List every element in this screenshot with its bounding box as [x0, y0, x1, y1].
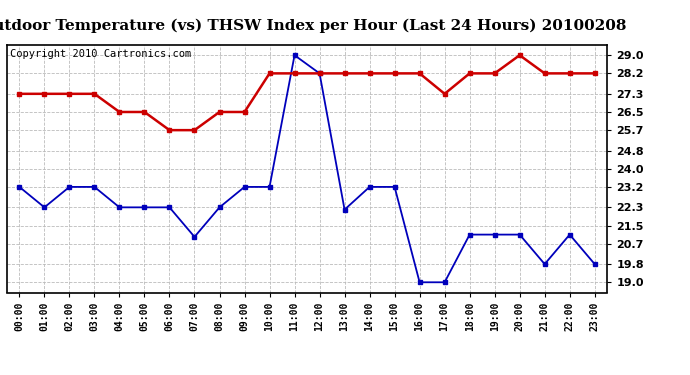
Text: Outdoor Temperature (vs) THSW Index per Hour (Last 24 Hours) 20100208: Outdoor Temperature (vs) THSW Index per …: [0, 19, 627, 33]
Text: Copyright 2010 Cartronics.com: Copyright 2010 Cartronics.com: [10, 49, 191, 59]
